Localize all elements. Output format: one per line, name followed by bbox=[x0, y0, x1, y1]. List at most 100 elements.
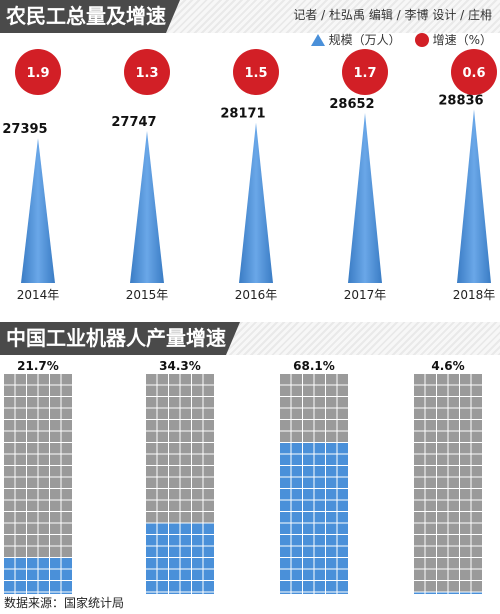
empty-square bbox=[337, 397, 348, 408]
filled-square bbox=[280, 535, 291, 546]
empty-square bbox=[157, 397, 168, 408]
empty-square bbox=[15, 489, 26, 500]
empty-square bbox=[425, 512, 436, 523]
empty-square bbox=[27, 420, 38, 431]
scale-value-label: 28171 bbox=[220, 107, 265, 122]
chart-robot-growth: 21.7%2015年 34.3%2016年 68.1%2017年 4.6%2018年 bbox=[4, 359, 482, 594]
scale-value-label: 28836 bbox=[438, 93, 483, 108]
empty-square bbox=[146, 477, 157, 488]
empty-square bbox=[437, 431, 448, 442]
empty-square bbox=[61, 512, 72, 523]
filled-square bbox=[4, 592, 15, 594]
empty-square bbox=[326, 420, 337, 431]
empty-square bbox=[180, 385, 191, 396]
empty-square bbox=[448, 523, 459, 534]
empty-square bbox=[27, 397, 38, 408]
empty-square bbox=[157, 408, 168, 419]
filled-square bbox=[326, 546, 337, 557]
empty-square bbox=[414, 546, 425, 557]
filled-square bbox=[291, 581, 302, 592]
empty-square bbox=[203, 466, 214, 477]
empty-square bbox=[414, 558, 425, 569]
empty-square bbox=[180, 374, 191, 385]
empty-square bbox=[337, 408, 348, 419]
empty-square bbox=[414, 523, 425, 534]
empty-square bbox=[460, 569, 471, 580]
empty-square bbox=[15, 466, 26, 477]
filled-square bbox=[180, 535, 191, 546]
filled-square bbox=[146, 523, 157, 534]
empty-square bbox=[471, 581, 482, 592]
growth-circle bbox=[124, 49, 170, 95]
empty-square bbox=[203, 408, 214, 419]
filled-square bbox=[169, 523, 180, 534]
filled-square bbox=[280, 512, 291, 523]
empty-square bbox=[15, 431, 26, 442]
filled-square bbox=[280, 569, 291, 580]
robot-year-group: 4.6%2018年 bbox=[414, 359, 482, 594]
empty-square bbox=[15, 500, 26, 511]
filled-square bbox=[27, 581, 38, 592]
empty-square bbox=[27, 385, 38, 396]
filled-square bbox=[291, 535, 302, 546]
filled-square bbox=[146, 592, 157, 594]
filled-square bbox=[180, 523, 191, 534]
growth-circle bbox=[15, 49, 61, 95]
empty-square bbox=[4, 385, 15, 396]
empty-square bbox=[471, 420, 482, 431]
empty-square bbox=[38, 489, 49, 500]
empty-square bbox=[180, 397, 191, 408]
empty-square bbox=[146, 408, 157, 419]
empty-square bbox=[460, 535, 471, 546]
empty-square bbox=[15, 477, 26, 488]
empty-square bbox=[146, 500, 157, 511]
empty-square bbox=[61, 523, 72, 534]
empty-square bbox=[192, 397, 203, 408]
filled-square bbox=[337, 454, 348, 465]
empty-square bbox=[437, 385, 448, 396]
filled-square bbox=[425, 592, 436, 594]
empty-square bbox=[460, 558, 471, 569]
filled-square bbox=[203, 592, 214, 594]
empty-square bbox=[448, 500, 459, 511]
empty-square bbox=[303, 385, 314, 396]
empty-square bbox=[425, 477, 436, 488]
empty-square bbox=[303, 374, 314, 385]
scale-value-label: 28652 bbox=[329, 97, 374, 112]
filled-square bbox=[157, 569, 168, 580]
growth-value-label: 1.3 bbox=[135, 66, 158, 81]
empty-square bbox=[61, 454, 72, 465]
empty-square bbox=[4, 477, 15, 488]
filled-square bbox=[50, 558, 61, 569]
empty-square bbox=[460, 581, 471, 592]
year-group: 28652 1.7 2017年 bbox=[329, 49, 388, 302]
growth-value-label: 1.5 bbox=[244, 66, 267, 81]
empty-square bbox=[448, 512, 459, 523]
empty-square bbox=[38, 431, 49, 442]
empty-square bbox=[192, 500, 203, 511]
empty-square bbox=[169, 374, 180, 385]
chart-migrant-workers: 273951.92014年277471.32015年281711.52016年2… bbox=[2, 49, 497, 302]
empty-square bbox=[169, 489, 180, 500]
filled-square bbox=[61, 558, 72, 569]
empty-square bbox=[27, 489, 38, 500]
empty-square bbox=[4, 535, 15, 546]
empty-square bbox=[203, 512, 214, 523]
empty-square bbox=[38, 408, 49, 419]
empty-square bbox=[61, 535, 72, 546]
empty-square bbox=[4, 408, 15, 419]
empty-square bbox=[192, 431, 203, 442]
growth-value-label: 4.6% bbox=[431, 359, 464, 373]
filled-square bbox=[291, 523, 302, 534]
empty-square bbox=[192, 408, 203, 419]
empty-square bbox=[425, 431, 436, 442]
empty-square bbox=[50, 535, 61, 546]
filled-square bbox=[27, 569, 38, 580]
filled-square bbox=[15, 581, 26, 592]
year-group: 27747 1.3 2015年 bbox=[111, 49, 170, 302]
filled-square bbox=[146, 569, 157, 580]
empty-square bbox=[61, 420, 72, 431]
empty-square bbox=[471, 569, 482, 580]
empty-square bbox=[337, 374, 348, 385]
filled-square bbox=[192, 558, 203, 569]
